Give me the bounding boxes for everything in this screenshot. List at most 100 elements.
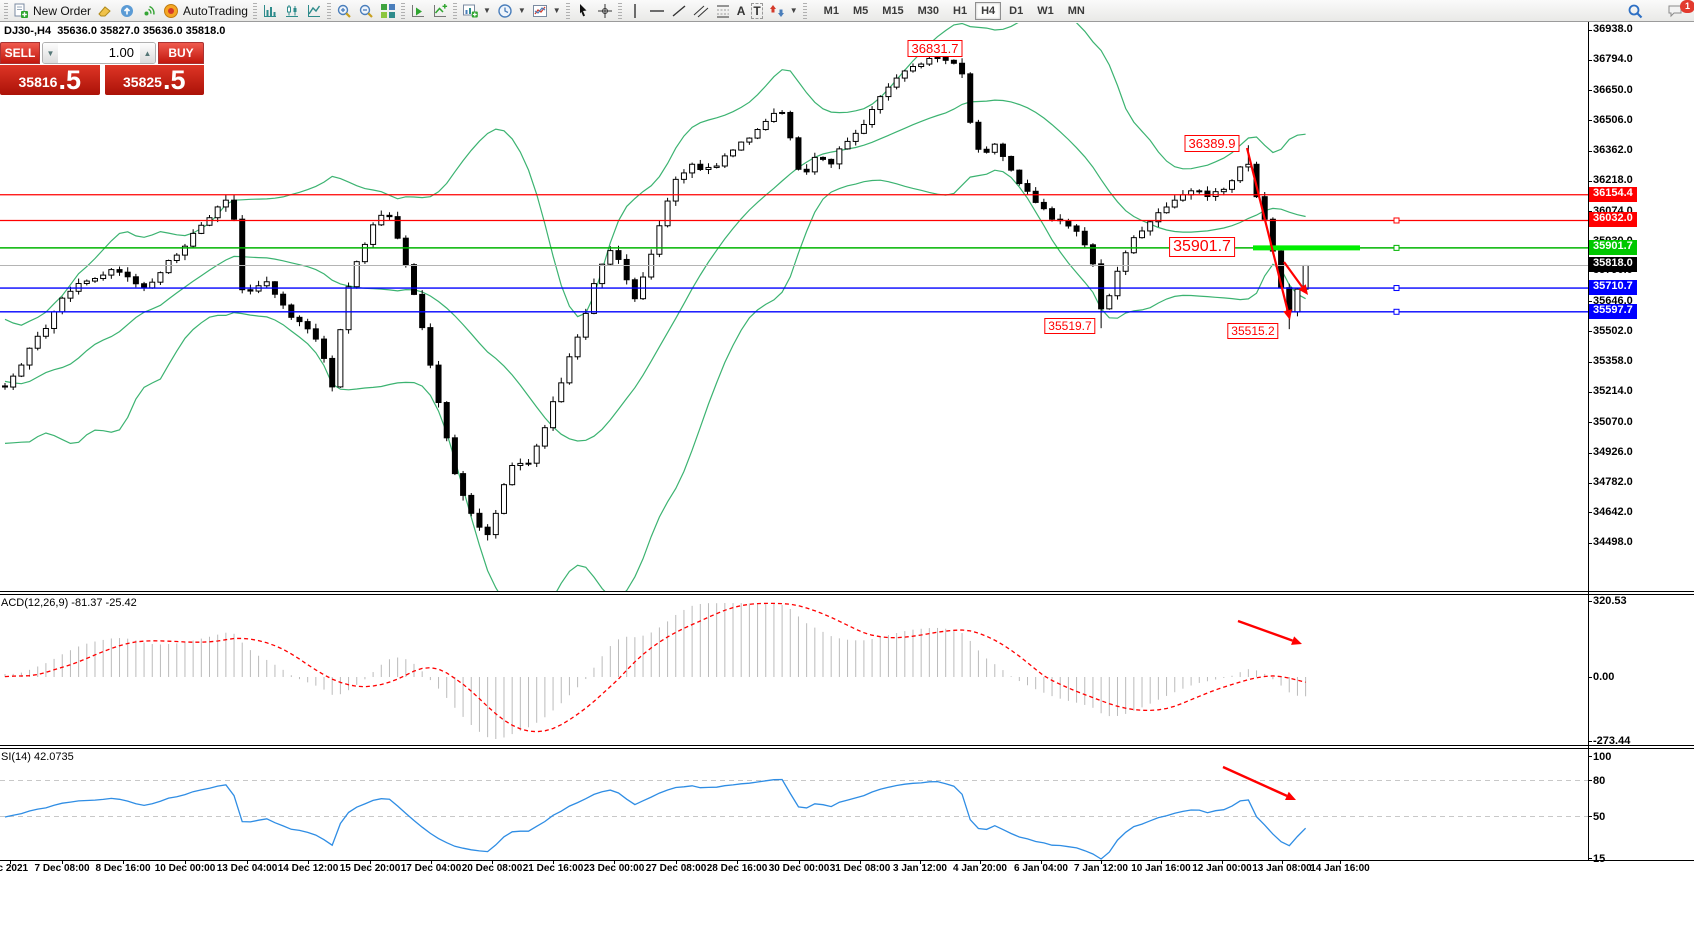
time-axis-tick xyxy=(614,861,615,864)
timeframe-d1-button[interactable]: D1 xyxy=(1003,2,1029,20)
timeframe-mn-button[interactable]: MN xyxy=(1062,2,1091,20)
price-axis-tick xyxy=(1588,120,1592,122)
line-chart-button[interactable] xyxy=(303,1,325,21)
sell-button[interactable]: SELL xyxy=(0,42,40,64)
volume-stepper[interactable]: ▼ 1.00 ▲ xyxy=(42,42,156,64)
sell-price[interactable]: 35816.5 xyxy=(0,65,100,95)
textlabel-icon: T xyxy=(751,2,763,19)
hline-icon xyxy=(649,3,665,19)
toolbar-grip xyxy=(400,2,405,19)
new-chart-button[interactable]: ▼ xyxy=(459,1,494,21)
time-axis-label: 28 Dec 16:00 xyxy=(706,863,768,874)
time-axis-tick xyxy=(1101,861,1102,864)
panel-separator-macd[interactable] xyxy=(0,591,1694,595)
template-icon xyxy=(532,3,548,19)
time-axis-tick xyxy=(1041,861,1042,864)
time-axis-label: 23 Dec 00:00 xyxy=(583,863,645,874)
price-badge[interactable]: 35901.7 xyxy=(1589,239,1637,255)
bar-chart-button[interactable] xyxy=(259,1,281,21)
macd-axis-tick xyxy=(1588,600,1592,602)
chevron-down-icon[interactable]: ▼ xyxy=(517,6,526,15)
periods-button[interactable]: ▼ xyxy=(494,1,529,21)
fibonacci-button[interactable] xyxy=(712,1,734,21)
toolbar-grip xyxy=(452,2,457,19)
trendline-button[interactable] xyxy=(668,1,690,21)
toolbar-group-cursor-tools xyxy=(572,0,616,22)
chart-shift-button[interactable] xyxy=(429,1,451,21)
cursor-button[interactable] xyxy=(572,1,594,21)
publish-button[interactable] xyxy=(116,1,138,21)
horizontal-line-button[interactable] xyxy=(646,1,668,21)
price-axis-line xyxy=(1588,22,1589,861)
timeframe-m1-button[interactable]: M1 xyxy=(818,2,845,20)
timeframe-w1-button[interactable]: W1 xyxy=(1031,2,1060,20)
time-axis-label: 7 Dec 08:00 xyxy=(34,863,90,874)
volume-input[interactable]: 1.00 xyxy=(58,43,140,63)
volume-decrease-button[interactable]: ▼ xyxy=(43,43,58,63)
rsi-axis-label: 50 xyxy=(1593,810,1606,823)
chevron-down-icon[interactable]: ▼ xyxy=(482,6,491,15)
price-axis-tick xyxy=(1588,361,1592,363)
auto-scroll-button[interactable] xyxy=(407,1,429,21)
time-axis-tick xyxy=(553,861,554,864)
toolbar-group-drawing-tools: A T ▼ xyxy=(624,0,801,22)
time-axis-label: 12 Jan 00:00 xyxy=(1192,863,1252,874)
timeframe-m15-button[interactable]: M15 xyxy=(876,2,909,20)
time-axis-label: 15 Dec 20:00 xyxy=(339,863,401,874)
price-axis-tick xyxy=(1588,331,1592,333)
equidistant-channel-button[interactable] xyxy=(690,1,712,21)
buy-button[interactable]: BUY xyxy=(158,42,204,64)
toolbar-right-items: 1 xyxy=(1624,0,1694,22)
timeframe-m30-button[interactable]: M30 xyxy=(912,2,945,20)
volume-increase-button[interactable]: ▲ xyxy=(140,43,155,63)
price-axis-label: 35502.0 xyxy=(1593,324,1633,337)
chevron-down-icon[interactable]: ▼ xyxy=(552,6,561,15)
candlestick-chart-button[interactable] xyxy=(281,1,303,21)
timeframe-h4-button[interactable]: H4 xyxy=(975,1,1002,20)
sell-price-main: 35816 xyxy=(18,74,58,90)
price-axis-label: 36938.0 xyxy=(1593,23,1633,35)
time-axis-label: 6 Jan 04:00 xyxy=(1014,863,1068,874)
templates-button[interactable]: ▼ xyxy=(529,1,564,21)
tile-windows-button[interactable] xyxy=(377,1,399,21)
crosshair-button[interactable] xyxy=(594,1,616,21)
buy-price[interactable]: 35825.5 xyxy=(104,65,204,95)
time-axis-label: ec 2021 xyxy=(0,863,29,874)
price-axis-label: 36218.0 xyxy=(1593,174,1633,187)
zoom-in-button[interactable] xyxy=(333,1,355,21)
timeframe-h1-button[interactable]: H1 xyxy=(947,2,973,20)
arrows-button[interactable]: ▼ xyxy=(766,1,801,21)
price-badge[interactable]: 35818.0 xyxy=(1589,257,1637,273)
price-annotation[interactable]: 35901.7 xyxy=(1169,237,1235,257)
new-order-button[interactable]: New Order xyxy=(10,1,94,21)
price-annotation[interactable]: 35519.7 xyxy=(1044,318,1096,334)
chevron-down-icon[interactable]: ▼ xyxy=(789,6,798,15)
search-icon xyxy=(1627,3,1643,19)
highlighter-button[interactable] xyxy=(94,1,116,21)
price-badge[interactable]: 35597.7 xyxy=(1589,303,1637,319)
panel-separator-rsi[interactable] xyxy=(0,745,1694,749)
price-annotation[interactable]: 36831.7 xyxy=(907,40,963,57)
search-button[interactable] xyxy=(1624,1,1646,21)
price-annotation[interactable]: 36389.9 xyxy=(1184,135,1240,152)
vertical-line-button[interactable] xyxy=(624,1,646,21)
text-button[interactable]: A xyxy=(734,1,749,21)
time-axis-label: 13 Dec 04:00 xyxy=(216,863,278,874)
autotrading-icon xyxy=(163,3,179,19)
autotrading-button[interactable]: AutoTrading xyxy=(160,1,251,21)
price-badge[interactable]: 36154.4 xyxy=(1589,186,1637,202)
time-axis-label: 3 Jan 12:00 xyxy=(893,863,947,874)
price-badge[interactable]: 36032.0 xyxy=(1589,212,1637,228)
timeframe-m5-button[interactable]: M5 xyxy=(847,2,874,20)
autotrading-button-label: AutoTrading xyxy=(183,3,248,18)
notifications-button[interactable]: 1 xyxy=(1664,0,1694,21)
zoom-out-button[interactable] xyxy=(355,1,377,21)
notification-badge: 1 xyxy=(1680,0,1694,13)
price-badge[interactable]: 35710.7 xyxy=(1589,280,1637,296)
period-icon xyxy=(497,3,513,19)
price-axis-label: 34926.0 xyxy=(1593,446,1633,458)
signals-button[interactable] xyxy=(138,1,160,21)
text-label-button[interactable]: T xyxy=(748,1,765,21)
price-annotation[interactable]: 35515.2 xyxy=(1227,323,1279,339)
